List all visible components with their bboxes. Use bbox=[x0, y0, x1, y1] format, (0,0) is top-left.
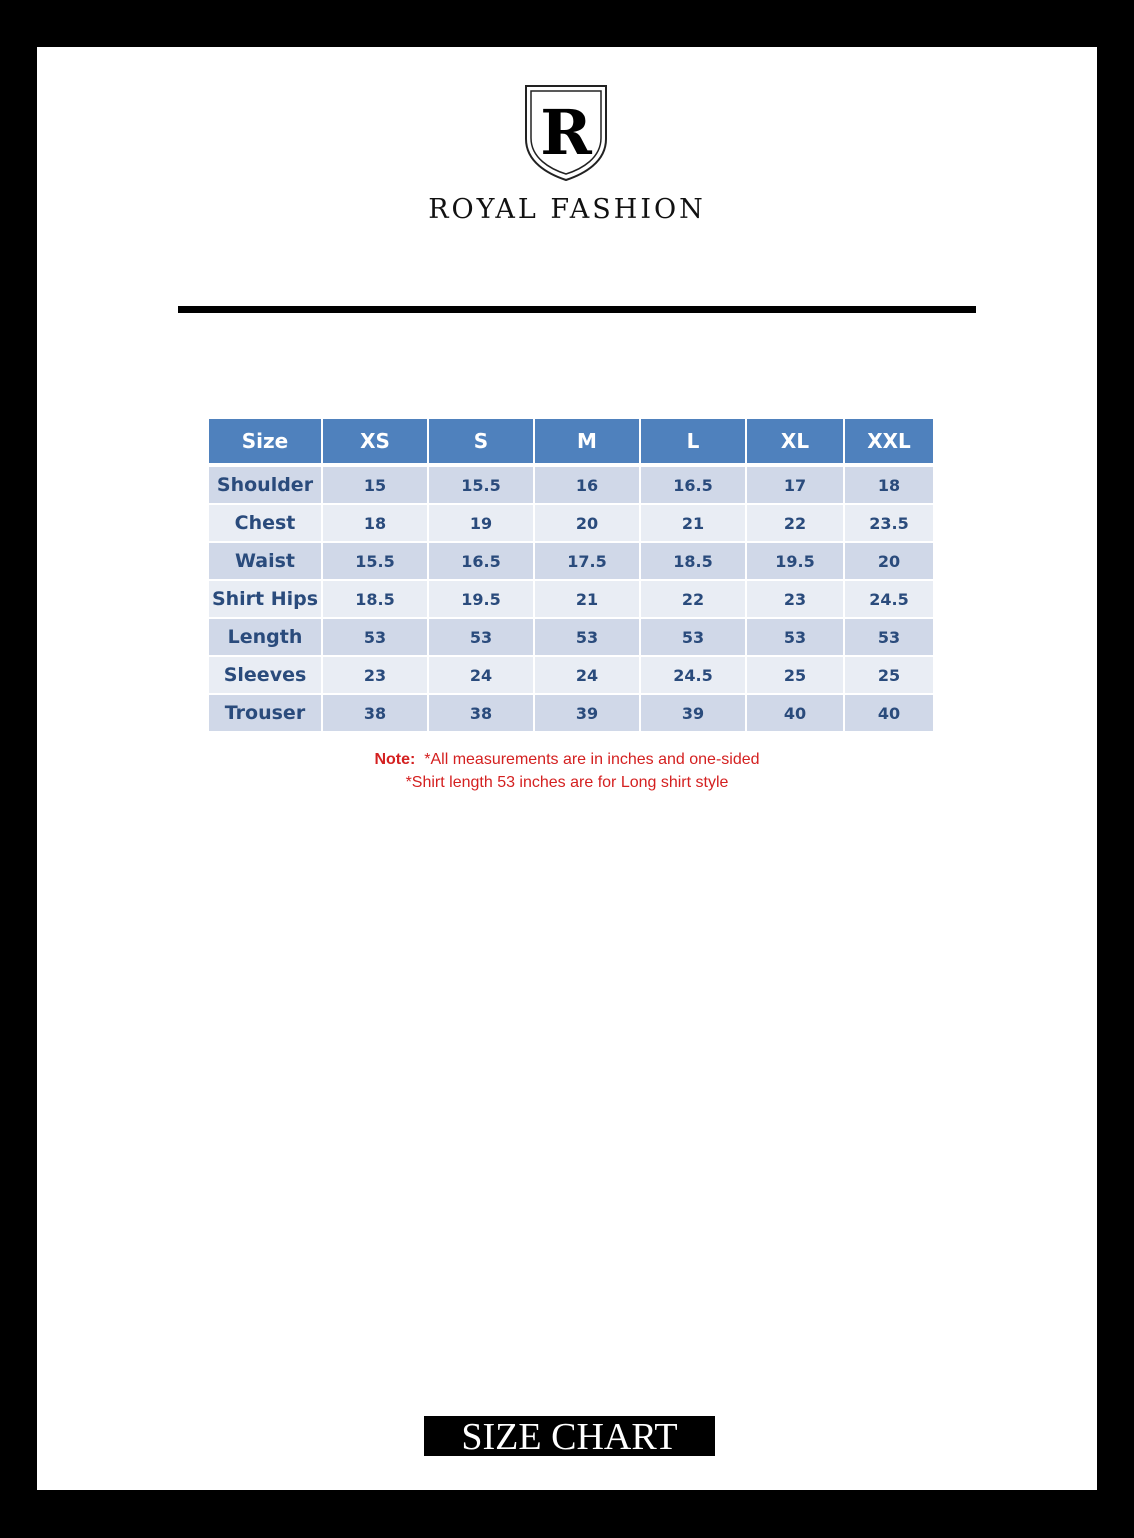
table-row: Shoulder 15 15.5 16 16.5 17 18 bbox=[207, 464, 935, 505]
header-cell: S bbox=[427, 417, 535, 466]
table-cell: 21 bbox=[533, 579, 641, 619]
table-cell: 17.5 bbox=[533, 541, 641, 581]
table-cell: 16.5 bbox=[427, 541, 535, 581]
table-cell: 38 bbox=[321, 693, 429, 733]
row-label: Length bbox=[207, 617, 323, 657]
size-table: Size XS S M L XL XXL Shoulder 15 15.5 16 16.5 17 18 C… bbox=[207, 417, 935, 733]
table-cell: 18.5 bbox=[321, 579, 429, 619]
table-cell: 21 bbox=[639, 503, 747, 543]
table-cell: 40 bbox=[745, 693, 845, 733]
header-cell: L bbox=[639, 417, 747, 466]
size-chart-title: SIZE CHART bbox=[424, 1416, 715, 1458]
table-cell: 19.5 bbox=[745, 541, 845, 581]
table-cell: 38 bbox=[427, 693, 535, 733]
header-cell: M bbox=[533, 417, 641, 466]
brand-name: ROYAL FASHION bbox=[428, 194, 706, 225]
table-cell: 15.5 bbox=[321, 541, 429, 581]
table-cell: 53 bbox=[843, 617, 935, 657]
table-cell: 16 bbox=[533, 464, 641, 505]
row-label: Waist bbox=[207, 541, 323, 581]
table-cell: 18 bbox=[321, 503, 429, 543]
table-header: Size XS S M L XL XXL bbox=[207, 417, 935, 466]
table-row: Chest 18 19 20 21 22 23.5 bbox=[207, 503, 935, 543]
table-cell: 15.5 bbox=[427, 464, 535, 505]
table-cell: 24.5 bbox=[639, 655, 747, 695]
table-cell: 22 bbox=[639, 579, 747, 619]
row-label: Shirt Hips bbox=[207, 579, 323, 619]
table-cell: 39 bbox=[533, 693, 641, 733]
table-cell: 24.5 bbox=[843, 579, 935, 619]
table-cell: 23.5 bbox=[843, 503, 935, 543]
note-prefix: Note: bbox=[374, 751, 416, 768]
table-cell: 17 bbox=[745, 464, 845, 505]
table-cell: 53 bbox=[533, 617, 641, 657]
table-cell: 18 bbox=[843, 464, 935, 505]
header-cell: Size bbox=[207, 417, 323, 466]
table-cell: 24 bbox=[427, 655, 535, 695]
table-cell: 53 bbox=[427, 617, 535, 657]
table-cell: 25 bbox=[843, 655, 935, 695]
table-cell: 23 bbox=[745, 579, 845, 619]
note: Note: *All measurements are in inches an… bbox=[0, 748, 1134, 794]
row-label: Trouser bbox=[207, 693, 323, 733]
table-cell: 24 bbox=[533, 655, 641, 695]
table-cell: 19.5 bbox=[427, 579, 535, 619]
table-cell: 18.5 bbox=[639, 541, 747, 581]
table-cell: 20 bbox=[843, 541, 935, 581]
header-cell: XL bbox=[745, 417, 845, 466]
page bbox=[37, 47, 1097, 1490]
row-label: Shoulder bbox=[207, 464, 323, 505]
svg-text:R: R bbox=[540, 96, 592, 169]
table-cell: 40 bbox=[843, 693, 935, 733]
row-label: Sleeves bbox=[207, 655, 323, 695]
table-cell: 22 bbox=[745, 503, 845, 543]
table-row: Shirt Hips 18.5 19.5 21 22 23 24.5 bbox=[207, 579, 935, 619]
table-cell: 23 bbox=[321, 655, 429, 695]
table-cell: 16.5 bbox=[639, 464, 747, 505]
header-cell: XXL bbox=[843, 417, 935, 466]
row-label: Chest bbox=[207, 503, 323, 543]
note-line-1: *All measurements are in inches and one-… bbox=[424, 751, 760, 768]
table-cell: 20 bbox=[533, 503, 641, 543]
table-cell: 19 bbox=[427, 503, 535, 543]
brand-logo: R bbox=[525, 85, 607, 182]
divider bbox=[178, 306, 976, 313]
table-cell: 53 bbox=[639, 617, 747, 657]
note-line-2: *Shirt length 53 inches are for Long shi… bbox=[405, 774, 729, 791]
header-cell: XS bbox=[321, 417, 429, 466]
table-cell: 15 bbox=[321, 464, 429, 505]
table-cell: 53 bbox=[321, 617, 429, 657]
table-row: Sleeves 23 24 24 24.5 25 25 bbox=[207, 655, 935, 695]
table-row: Trouser 38 38 39 39 40 40 bbox=[207, 693, 935, 733]
table-row: Waist 15.5 16.5 17.5 18.5 19.5 20 bbox=[207, 541, 935, 581]
table-cell: 53 bbox=[745, 617, 845, 657]
table-row: Length 53 53 53 53 53 53 bbox=[207, 617, 935, 657]
table-cell: 39 bbox=[639, 693, 747, 733]
table-cell: 25 bbox=[745, 655, 845, 695]
